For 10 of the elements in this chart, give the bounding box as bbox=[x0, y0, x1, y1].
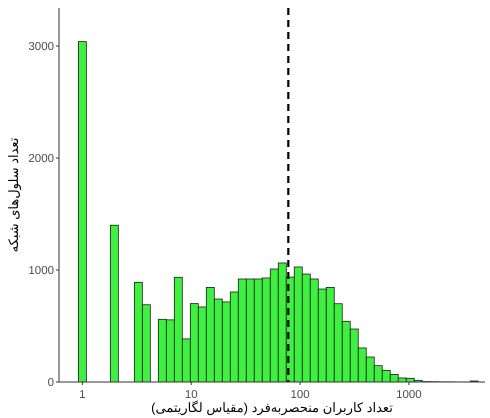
y-tick-label: 3000 bbox=[28, 41, 54, 54]
y-tick-label: 1000 bbox=[28, 265, 54, 278]
y-tick-label: 0 bbox=[48, 377, 54, 389]
x-tick-label: 1000 bbox=[396, 389, 422, 401]
x-tick-label: 10 bbox=[184, 389, 198, 401]
y-tick-label: 2000 bbox=[28, 153, 54, 166]
y-axis-title: تعداد سلول‌های شبکه bbox=[6, 137, 22, 252]
x-tick-label: 1 bbox=[79, 389, 86, 401]
x-tick-label: 100 bbox=[290, 389, 310, 401]
x-axis-title: تعداد کاربران منحصربه‌فرد (مقیاس لگاریتمی) bbox=[151, 400, 394, 416]
